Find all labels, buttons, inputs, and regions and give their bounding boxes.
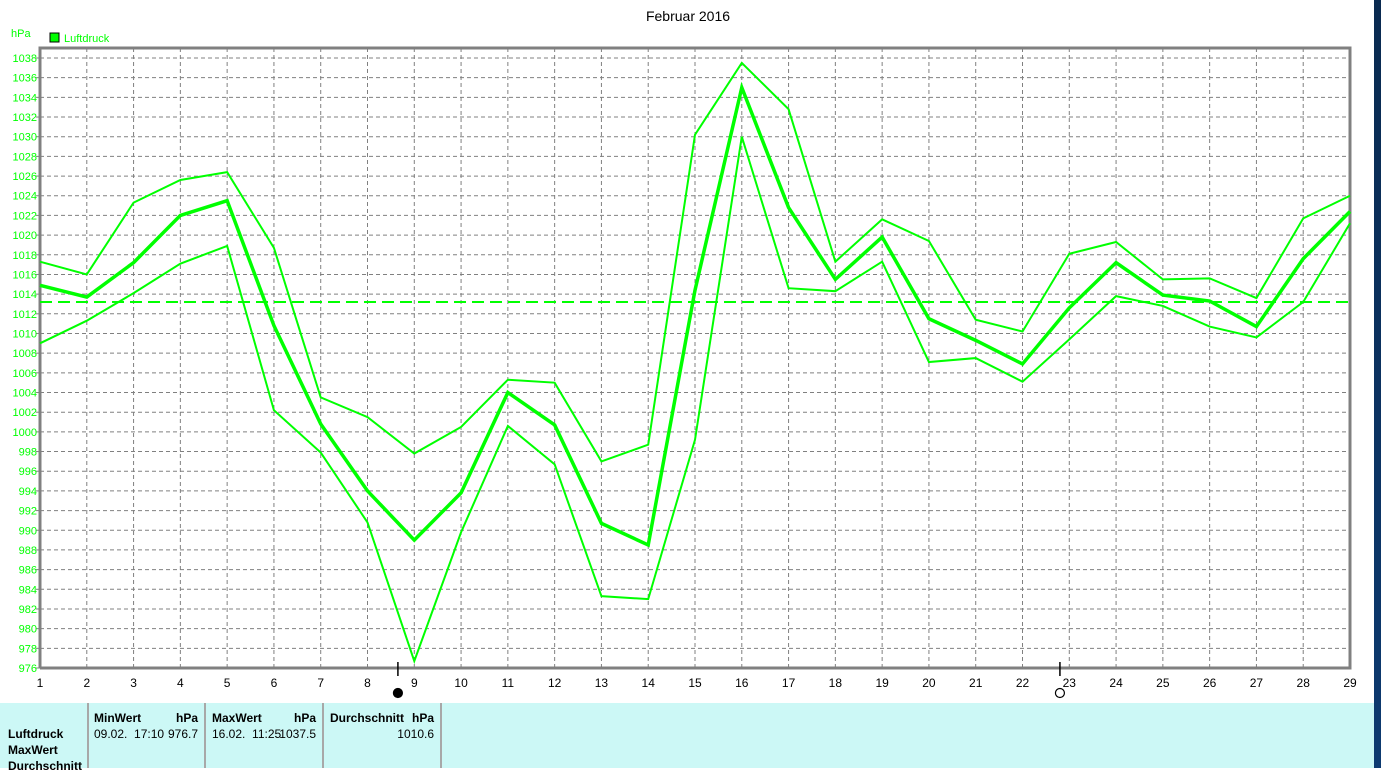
min-time: 09.02. 17:10 (94, 727, 164, 741)
x-tick-label: 17 (782, 676, 796, 690)
x-tick-label: 18 (829, 676, 843, 690)
row-label: Durchschnitt (8, 759, 82, 773)
y-tick-label: 1030 (13, 132, 37, 144)
x-tick-label: 2 (83, 676, 90, 690)
row-label: MaxWert (8, 743, 58, 757)
y-tick-label: 996 (19, 466, 37, 478)
desktop-edge (1374, 0, 1381, 768)
y-tick-label: 990 (19, 525, 37, 537)
row-labels-column: Luftdruck MaxWert Durchschnitt (0, 703, 89, 768)
legend-swatch (50, 33, 59, 42)
x-tick-label: 19 (875, 676, 889, 690)
y-tick-label: 1024 (13, 191, 37, 203)
y-tick-label: 976 (19, 663, 37, 675)
x-tick-label: 13 (595, 676, 609, 690)
x-tick-label: 28 (1297, 676, 1311, 690)
avg-unit: hPa (412, 711, 434, 725)
y-tick-label: 1006 (13, 368, 37, 380)
min-header: MinWert (94, 711, 141, 725)
y-tick-label: 1002 (13, 407, 37, 419)
x-tick-label: 6 (271, 676, 278, 690)
full-moon-icon (1055, 689, 1064, 698)
max-time: 16.02. 11:25 (212, 727, 281, 741)
x-tick-label: 9 (411, 676, 418, 690)
y-tick-label: 994 (19, 486, 37, 498)
x-tick-label: 25 (1156, 676, 1170, 690)
y-tick-label: 1036 (13, 73, 37, 85)
avg-header: Durchschnitt (330, 711, 404, 725)
y-tick-label: 982 (19, 604, 37, 616)
y-tick-label: 1038 (13, 53, 37, 65)
x-tick-label: 14 (642, 676, 656, 690)
max-value: 1037.5 (279, 727, 316, 741)
y-tick-label: 1012 (13, 309, 37, 321)
y-tick-label: 978 (19, 643, 37, 655)
y-tick-label: 1000 (13, 427, 37, 439)
min-column: MinWert hPa 09.02. 17:10 976.7 (89, 703, 206, 768)
y-tick-label: 1034 (13, 92, 37, 104)
y-tick-label: 1028 (13, 151, 37, 163)
x-tick-label: 10 (454, 676, 468, 690)
x-tick-label: 20 (922, 676, 936, 690)
x-tick-label: 27 (1250, 676, 1264, 690)
avg-value: 1010.6 (397, 727, 434, 741)
y-tick-label: 986 (19, 565, 37, 577)
max-column: MaxWert hPa 16.02. 11:25 1037.5 (206, 703, 324, 768)
x-tick-label: 4 (177, 676, 184, 690)
x-tick-label: 5 (224, 676, 231, 690)
y-tick-label: 1020 (13, 230, 37, 242)
avg-column: Durchschnitt hPa 1010.6 (324, 703, 442, 768)
x-tick-label: 3 (130, 676, 137, 690)
x-tick-label: 21 (969, 676, 983, 690)
x-tick-label: 8 (364, 676, 371, 690)
y-tick-label: 998 (19, 447, 37, 459)
y-tick-label: 984 (19, 584, 37, 596)
y-tick-label: 1032 (13, 112, 37, 124)
y-tick-label: 1018 (13, 250, 37, 262)
max-unit: hPa (294, 711, 316, 725)
y-tick-label: 1004 (13, 388, 37, 400)
y-tick-label: 1026 (13, 171, 37, 183)
legend-label: Luftdruck (64, 33, 110, 45)
new-moon-icon (393, 689, 402, 698)
y-tick-label: 1016 (13, 269, 37, 281)
chart-title: Februar 2016 (646, 8, 730, 24)
x-tick-label: 22 (1016, 676, 1030, 690)
x-tick-label: 24 (1109, 676, 1123, 690)
max-header: MaxWert (212, 711, 262, 725)
min-unit: hPa (176, 711, 198, 725)
min-value: 976.7 (168, 727, 198, 741)
x-tick-label: 1 (37, 676, 44, 690)
y-tick-label: 1008 (13, 348, 37, 360)
row-label: Luftdruck (8, 727, 63, 741)
y-tick-label: 1010 (13, 328, 37, 340)
y-tick-label: 992 (19, 506, 37, 518)
y-tick-label: 1014 (13, 289, 37, 301)
stats-table: Luftdruck MaxWert Durchschnitt MinWert h… (0, 703, 1374, 768)
x-tick-label: 7 (317, 676, 324, 690)
x-tick-label: 23 (1063, 676, 1077, 690)
x-tick-label: 15 (688, 676, 702, 690)
y-axis-label: hPa (11, 28, 31, 40)
x-tick-label: 12 (548, 676, 562, 690)
x-tick-label: 11 (502, 676, 515, 690)
y-tick-label: 1022 (13, 210, 37, 222)
y-tick-label: 980 (19, 624, 37, 636)
pressure-chart: Februar 2016 hPa Luftdruck 9769789809829… (0, 0, 1374, 703)
x-tick-label: 29 (1343, 676, 1357, 690)
x-tick-label: 16 (735, 676, 749, 690)
x-tick-label: 26 (1203, 676, 1217, 690)
y-tick-label: 988 (19, 545, 37, 557)
